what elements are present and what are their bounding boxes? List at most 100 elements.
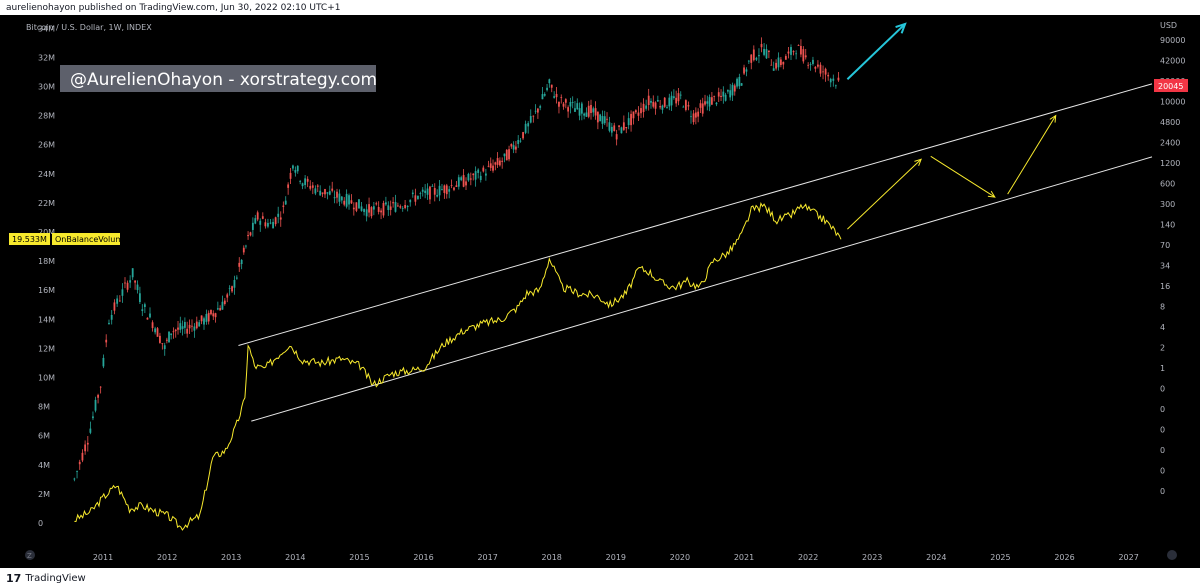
footer-brand[interactable]: TradingView: [25, 572, 86, 584]
left-tick-label: 14M: [38, 315, 55, 324]
candle-body: [697, 111, 700, 117]
candle-body: [462, 175, 465, 187]
candle-body: [747, 60, 750, 62]
candle-body: [326, 192, 329, 194]
candle-body: [226, 294, 229, 298]
left-tick-label: 8M: [38, 403, 50, 412]
candle-body: [76, 471, 78, 472]
candle-body: [585, 112, 588, 117]
left-tick-label: 12M: [38, 344, 55, 353]
candle-body: [411, 192, 414, 195]
right-tick-label: 10000: [1160, 98, 1185, 107]
candle-body: [436, 195, 439, 197]
candle-body: [590, 104, 592, 113]
zoom-icon[interactable]: [25, 550, 35, 560]
candle-body: [272, 221, 274, 229]
candle-body: [469, 178, 472, 180]
candle-body: [143, 304, 146, 308]
projection-arrow-line[interactable]: [930, 155, 996, 198]
candle-body: [350, 200, 353, 204]
candle-body: [720, 95, 722, 97]
channel-upper-line[interactable]: [238, 83, 1153, 346]
projection-arrow-line[interactable]: [1007, 115, 1057, 195]
candle-body: [235, 277, 238, 279]
published-text: published on TradingView.com,: [78, 3, 218, 13]
candle-body: [394, 202, 397, 212]
watermark-text: @AurelienOhayon - xorstrategy.com: [70, 70, 377, 90]
candle-body: [606, 118, 608, 120]
candle-body: [694, 112, 697, 118]
candle-body: [594, 108, 597, 116]
candle-body: [498, 160, 501, 166]
candle-body: [216, 308, 219, 310]
candle-body: [200, 315, 203, 322]
candle-body: [750, 54, 753, 63]
candle-body: [578, 108, 581, 116]
channel-lower-line[interactable]: [251, 156, 1153, 422]
candle-body: [159, 335, 161, 343]
projection-arrow-head: [914, 158, 922, 166]
candle-body: [443, 185, 446, 193]
candle-body: [494, 162, 497, 165]
x-tick-label: 2018: [542, 553, 562, 562]
candle-body: [375, 203, 378, 205]
candle-body: [550, 84, 553, 88]
candle-body: [755, 57, 758, 60]
candle-body: [517, 139, 520, 144]
candle-body: [800, 45, 802, 55]
price-chart[interactable]: Bitcoin / U.S. Dollar, 1W, INDEX @Aureli…: [0, 15, 1200, 568]
price-tag-text: 20045: [1158, 82, 1183, 91]
candle-body: [777, 57, 780, 68]
candle-body: [770, 64, 773, 66]
candle-body: [97, 394, 99, 398]
right-tick-label: 90000: [1160, 36, 1185, 45]
candle-body: [121, 289, 124, 296]
obv-line[interactable]: [74, 201, 842, 531]
x-tick-label: 2016: [413, 553, 433, 562]
candle-body: [136, 284, 139, 291]
candle-body: [772, 68, 775, 71]
chart-canvas[interactable]: Bitcoin / U.S. Dollar, 1W, INDEX @Aureli…: [0, 15, 1200, 568]
candle-body: [562, 103, 565, 107]
candle-body: [524, 123, 527, 133]
candle-body: [131, 268, 134, 278]
candle-body: [505, 149, 508, 161]
candle-body: [348, 195, 350, 205]
candle-body: [487, 165, 490, 167]
candle-body: [450, 185, 453, 186]
left-tick-label: 2M: [38, 490, 50, 499]
candle-body: [484, 173, 487, 176]
projection-arrow-line[interactable]: [846, 23, 906, 80]
candle-body: [165, 339, 168, 341]
candle-body: [294, 170, 297, 173]
candle-body: [156, 328, 159, 337]
candle-body: [630, 113, 632, 126]
candle-body: [583, 113, 586, 116]
candle-body: [827, 74, 830, 77]
candle-body: [784, 56, 787, 60]
tradingview-logo-icon[interactable]: 17: [6, 571, 22, 585]
candle-body: [238, 262, 241, 267]
author-name[interactable]: aurelienohayon: [6, 3, 76, 13]
settings-gear-icon[interactable]: [1167, 550, 1177, 560]
candle-body: [610, 126, 613, 133]
projection-arrow-line[interactable]: [847, 158, 922, 230]
candle-body: [829, 78, 832, 83]
candle-body: [743, 67, 745, 74]
candle-body: [311, 185, 314, 188]
candle-body: [763, 48, 765, 55]
watermark-box: [60, 65, 376, 92]
publish-date: Jun 30, 2022 02:10 UTC+1: [220, 3, 341, 13]
candle-body: [380, 210, 382, 213]
candle-body: [397, 205, 399, 207]
candle-body: [832, 78, 835, 81]
right-tick-label: 140: [1160, 221, 1175, 230]
candle-body: [546, 87, 548, 91]
candle-body: [807, 64, 810, 66]
candle-body: [377, 206, 380, 212]
right-tick-label: 0: [1160, 487, 1165, 496]
left-tick-label: 4M: [38, 461, 50, 470]
right-tick-label: 2: [1160, 344, 1165, 353]
candle-body: [708, 97, 711, 107]
candle-body: [532, 115, 535, 117]
